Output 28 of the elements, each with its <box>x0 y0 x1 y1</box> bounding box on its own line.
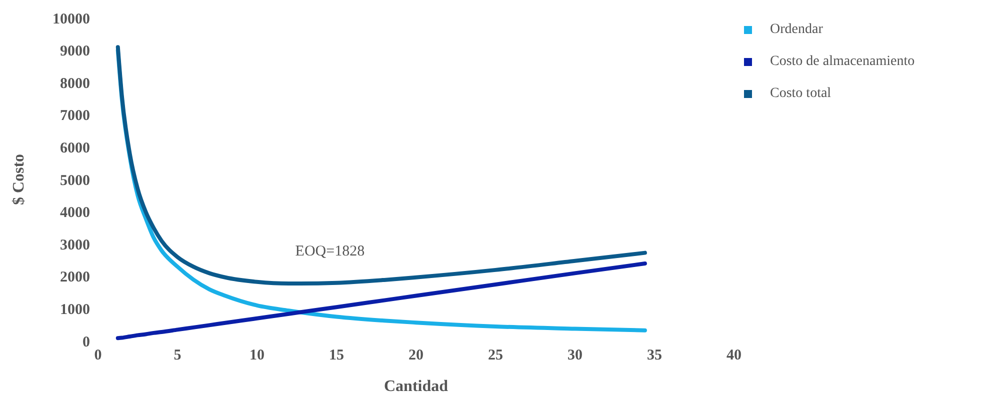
legend-label: Costo de almacenamiento <box>770 54 915 69</box>
y-tick-label: 2000 <box>60 270 90 286</box>
legend-label: Ordendar <box>770 22 823 37</box>
x-tick-label: 5 <box>174 348 182 364</box>
y-tick-label: 10000 <box>52 11 90 28</box>
x-tick-label: 30 <box>568 348 582 364</box>
x-tick-label: 25 <box>488 348 503 364</box>
y-tick-label: 8000 <box>60 76 90 92</box>
line-series <box>116 261 647 340</box>
x-axis-title: Cantidad <box>384 378 448 395</box>
y-tick-label: 7000 <box>60 108 90 124</box>
annotation: EOQ=1828 <box>295 244 365 260</box>
line-series <box>116 45 647 286</box>
x-tick-label: 15 <box>329 348 344 364</box>
x-tick-label: 20 <box>408 348 424 364</box>
x-tick-label: 35 <box>647 348 662 364</box>
legend-label: Costo total <box>770 86 832 101</box>
x-tick-label: 40 <box>726 348 742 364</box>
y-tick-label: 4000 <box>60 205 90 222</box>
y-tick-label: 9000 <box>60 44 90 60</box>
y-tick-label: 1000 <box>60 302 90 318</box>
y-tick-label: 6000 <box>60 140 90 157</box>
y-tick-label: 0 <box>82 334 90 350</box>
x-tick-label: 10 <box>250 348 264 364</box>
y-tick-label: 3000 <box>60 237 90 254</box>
y-tick-label: 5000 <box>60 172 90 189</box>
x-tick-label: 0 <box>94 348 102 364</box>
y-axis-title: $ Costo <box>10 154 28 206</box>
